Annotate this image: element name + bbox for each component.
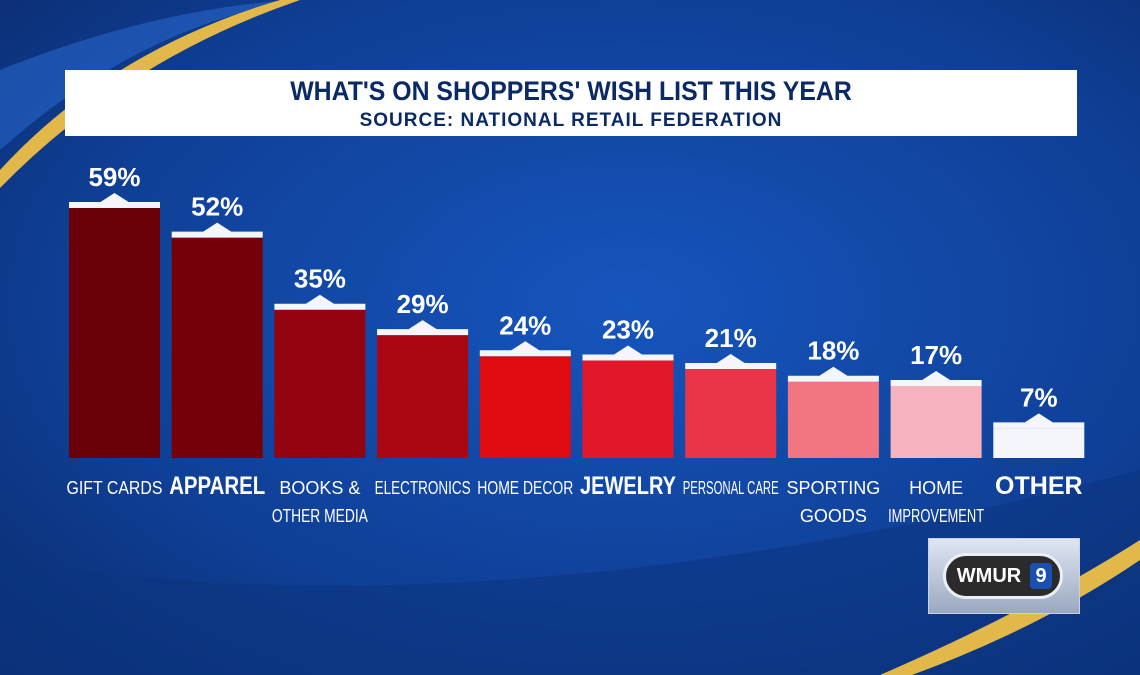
- data-label: 29%: [397, 289, 449, 319]
- data-label: 21%: [705, 323, 757, 353]
- category-label: IMPROVEMENT: [888, 506, 984, 526]
- data-label: 17%: [910, 340, 962, 370]
- category-label: JEWELRY: [580, 472, 676, 500]
- data-label: 18%: [807, 336, 859, 366]
- category-label: APPAREL: [169, 472, 265, 500]
- bar-cap: [171, 222, 263, 238]
- data-label: 52%: [191, 192, 243, 222]
- bar: [890, 385, 982, 458]
- bar: [69, 208, 160, 458]
- category-label: OTHER: [995, 472, 1083, 500]
- bar: [582, 360, 674, 458]
- title-banner: WHAT'S ON SHOPPERS' WISH LIST THIS YEAR …: [65, 70, 1077, 136]
- station-logo: WMUR 9: [928, 538, 1080, 614]
- bar-cap: [274, 294, 366, 310]
- data-label: 59%: [88, 162, 140, 192]
- category-label: HOME DECOR: [477, 478, 573, 498]
- lower-swoosh: [0, 470, 1140, 675]
- bar: [685, 369, 777, 458]
- category-label: PERSONAL CARE: [683, 478, 779, 498]
- logo-text: WMUR: [956, 565, 1022, 587]
- chart-subtitle: SOURCE: NATIONAL RETAIL FEDERATION: [359, 110, 783, 131]
- category-label: GOODS: [800, 506, 867, 526]
- category-label: ELECTRONICS: [375, 478, 471, 498]
- bar-cap: [69, 193, 160, 208]
- bar: [479, 356, 571, 458]
- chart-title: WHAT'S ON SHOPPERS' WISH LIST THIS YEAR: [290, 76, 852, 106]
- category-label: OTHER MEDIA: [272, 506, 368, 526]
- category-label: GIFT CARDS: [67, 478, 163, 498]
- bar: [993, 428, 1085, 458]
- bar: [274, 309, 366, 458]
- data-label: 7%: [1020, 382, 1058, 412]
- category-label: SPORTING: [787, 478, 881, 498]
- bar-cap: [685, 354, 777, 370]
- data-label: 35%: [294, 264, 346, 294]
- bar-cap: [993, 413, 1085, 429]
- bar-cap: [890, 370, 982, 386]
- bar-cap: [479, 341, 571, 357]
- category-label: BOOKS &: [279, 478, 360, 498]
- bar-cap: [582, 345, 674, 361]
- bar: [787, 381, 879, 458]
- category-label: HOME: [909, 478, 963, 498]
- bar: [377, 335, 469, 458]
- logo-plate: WMUR 9: [943, 553, 1063, 599]
- bar: [171, 237, 263, 458]
- data-label: 24%: [499, 310, 551, 340]
- bar-cap: [787, 366, 879, 382]
- bar-cap: [377, 320, 469, 336]
- data-label: 23%: [602, 315, 654, 345]
- logo-number: 9: [1030, 563, 1052, 589]
